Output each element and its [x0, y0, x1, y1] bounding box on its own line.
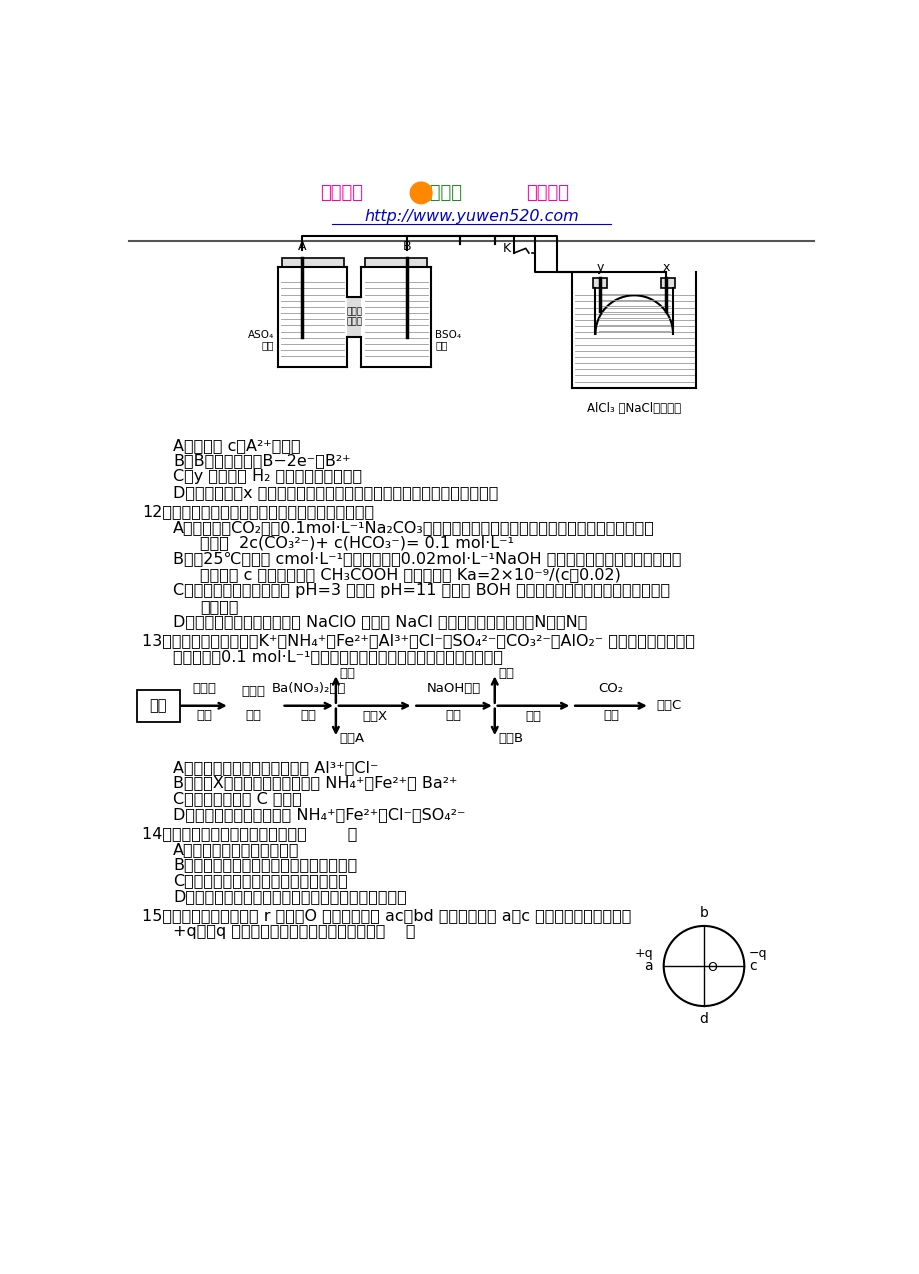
Text: C．无法确定沉淀 C 的成分: C．无法确定沉淀 C 的成分: [173, 791, 301, 806]
Text: A．楞次发现了电磁感应现象: A．楞次发现了电磁感应现象: [173, 842, 300, 856]
Text: B: B: [402, 240, 411, 254]
Text: 沉淀C: 沉淀C: [655, 699, 680, 712]
Text: D．反应初期，x 电极周围出现白色胶状沉淀，一段时间以后沉淀逐渐溶解: D．反应初期，x 电极周围出现白色胶状沉淀，一段时间以后沉淀逐渐溶解: [173, 485, 498, 501]
Bar: [593, 279, 607, 288]
Text: 稀硫酸: 稀硫酸: [192, 682, 216, 694]
Text: 过量: 过量: [445, 708, 461, 722]
Text: +q: +q: [633, 947, 652, 961]
Text: 现象: 现象: [244, 708, 261, 722]
Text: 性，用含 c 的代数式表示 CH₃COOH 的电离常数 Ka=2×10⁻⁹/(c－0.02): 性，用含 c 的代数式表示 CH₃COOH 的电离常数 Ka=2×10⁻⁹/(c…: [200, 567, 620, 582]
Text: 溶液: 溶液: [435, 340, 447, 350]
Text: a: a: [643, 959, 652, 973]
Text: x: x: [662, 261, 669, 274]
Text: B．伽利略认为力不是维持物体运动的原因: B．伽利略认为力不是维持物体运动的原因: [173, 857, 357, 873]
Text: CO₂: CO₂: [597, 682, 623, 694]
Text: A．溶液中 c（A²⁺）减小: A．溶液中 c（A²⁺）减小: [173, 438, 301, 452]
Text: O: O: [707, 962, 716, 975]
Text: A．若将适量CO₂通入0.1mol·L⁻¹Na₂CO₃溶液中至溶液恰好呈中性，则溶液中（不考虑溶液体积: A．若将适量CO₂通入0.1mol·L⁻¹Na₂CO₃溶液中至溶液恰好呈中性，则…: [173, 520, 654, 535]
Text: A: A: [298, 240, 306, 254]
Text: 14．下列说法符合物理学史实的是（        ）: 14．下列说法符合物理学史实的是（ ）: [142, 826, 357, 841]
Text: 沉淀A: 沉淀A: [339, 731, 365, 744]
Bar: [281, 257, 344, 266]
Bar: [661, 279, 675, 288]
Text: BSO₄: BSO₄: [435, 330, 460, 340]
Text: 气体: 气体: [339, 666, 356, 680]
Text: http://www.yuwen520.com: http://www.yuwen520.com: [364, 209, 578, 223]
Text: C．y 电极上有 H₂ 产生，发生还原反应: C．y 电极上有 H₂ 产生，发生还原反应: [173, 469, 362, 484]
Text: 滤液: 滤液: [525, 710, 541, 722]
Text: 子浓度均为0.1 mol·L⁻¹。某同学进行了如下实验，下列说法正确的是: 子浓度均为0.1 mol·L⁻¹。某同学进行了如下实验，下列说法正确的是: [173, 650, 503, 664]
Text: 该资料由: 该资料由: [320, 183, 363, 201]
Text: K: K: [502, 242, 510, 255]
Text: +q、－q 的两个点电荷。下列说法正确的是（    ）: +q、－q 的两个点电荷。下列说法正确的是（ ）: [173, 924, 415, 939]
Text: 15．图示为真空中半径为 r 的圆，O 为圆心，直径 ac、bd 相互垂直。在 a、c 处分别固定有电荷量为: 15．图示为真空中半径为 r 的圆，O 为圆心，直径 ac、bd 相互垂直。在 …: [142, 908, 630, 922]
Text: A．无法确定原试液中是否含有 Al³⁺、Cl⁻: A．无法确定原试液中是否含有 Al³⁺、Cl⁻: [173, 759, 379, 775]
Text: 13．某试液中只可能含有K⁺、NH₄⁺、Fe²⁺、Al³⁺、Cl⁻、SO₄²⁻、CO₃²⁻、AlO₂⁻ 中的若干种离子，离: 13．某试液中只可能含有K⁺、NH₄⁺、Fe²⁺、Al³⁺、Cl⁻、SO₄²⁻、…: [142, 633, 695, 648]
Text: Ba(NO₃)₂溶液: Ba(NO₃)₂溶液: [271, 682, 346, 694]
Bar: [365, 257, 426, 266]
Text: D．等体积等物质的量浓度的 NaClO 溶液与 NaCl 溶液中离子总数大小：N前＜N后: D．等体积等物质的量浓度的 NaClO 溶液与 NaCl 溶液中离子总数大小：N…: [173, 614, 587, 629]
Text: 沉淀B: 沉淀B: [498, 731, 523, 744]
Text: 交换膜: 交换膜: [346, 317, 362, 326]
Bar: [347, 297, 361, 336]
Text: C．安培发现了通电导线的周围存在磁场: C．安培发现了通电导线的周围存在磁场: [173, 873, 347, 888]
Text: 无明显: 无明显: [241, 685, 265, 698]
Text: 过量: 过量: [196, 708, 212, 722]
Text: 能为碱性: 能为碱性: [200, 599, 239, 614]
Text: 语文公社: 语文公社: [418, 183, 461, 201]
Text: NaOH溶液: NaOH溶液: [426, 682, 481, 694]
Text: d: d: [698, 1013, 708, 1026]
Text: D．原溶液中存在的离子为 NH₄⁺、Fe²⁺、Cl⁻、SO₄²⁻: D．原溶液中存在的离子为 NH₄⁺、Fe²⁺、Cl⁻、SO₄²⁻: [173, 806, 465, 822]
Text: 少量: 少量: [602, 708, 618, 722]
Text: B．在25℃时，将 cmol·L⁻¹的醋酸溶液与0.02mol·L⁻¹NaOH 溶液等体积混合后溶液恰好呈中: B．在25℃时，将 cmol·L⁻¹的醋酸溶液与0.02mol·L⁻¹NaOH …: [173, 552, 681, 567]
Text: ASO₄: ASO₄: [247, 330, 274, 340]
Text: 滤液X: 滤液X: [362, 710, 387, 722]
Text: 语: 语: [418, 189, 424, 197]
Circle shape: [410, 182, 432, 204]
Text: C．常温下，将相同体积的 pH=3 硫酸和 pH=11 一元碱 BOH 溶液混合，所得溶液可能为中性也可: C．常温下，将相同体积的 pH=3 硫酸和 pH=11 一元碱 BOH 溶液混合…: [173, 583, 670, 598]
FancyBboxPatch shape: [137, 689, 180, 722]
Text: B．滤液X中大量存在的阳离子有 NH₄⁺、Fe²⁺和 Ba²⁺: B．滤液X中大量存在的阳离子有 NH₄⁺、Fe²⁺和 Ba²⁺: [173, 776, 457, 790]
Text: 过量: 过量: [301, 708, 316, 722]
Text: 试液: 试液: [150, 698, 167, 713]
Text: b: b: [698, 906, 708, 920]
Text: AlCl₃ 和NaCl混合溶液: AlCl₃ 和NaCl混合溶液: [586, 401, 681, 414]
Text: 友情提供: 友情提供: [525, 183, 568, 201]
Text: 溶液: 溶液: [261, 340, 274, 350]
Text: 12．下列溶液中微粒的物质的量浓度关系不正确的是: 12．下列溶液中微粒的物质的量浓度关系不正确的是: [142, 505, 374, 519]
Text: −q: −q: [748, 947, 766, 961]
Text: c: c: [748, 959, 755, 973]
Text: 气体: 气体: [498, 666, 514, 680]
Text: 阴离子: 阴离子: [346, 308, 362, 317]
Text: y: y: [596, 261, 603, 274]
Text: B．B的电极反应：B−2e⁻＝B²⁺: B．B的电极反应：B−2e⁻＝B²⁺: [173, 454, 350, 469]
Text: D．牛顿发现了万有引力定律，并测出了万有引力常量: D．牛顿发现了万有引力定律，并测出了万有引力常量: [173, 889, 406, 905]
Text: 变化）  2c(CO₃²⁻)+ c(HCO₃⁻)= 0.1 mol·L⁻¹: 变化） 2c(CO₃²⁻)+ c(HCO₃⁻)= 0.1 mol·L⁻¹: [200, 535, 514, 550]
